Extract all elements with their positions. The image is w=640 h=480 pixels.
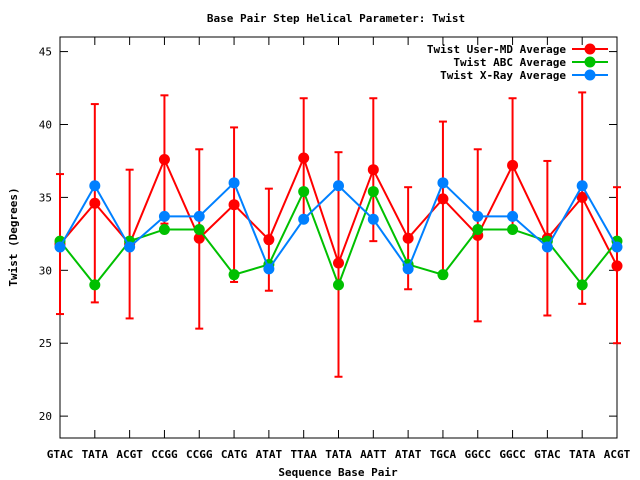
x-tick-label: TTAA [290, 448, 317, 461]
legend-marker [584, 56, 596, 68]
data-point [576, 180, 588, 192]
legend-marker [584, 69, 596, 81]
data-point [54, 241, 66, 253]
x-tick-label: AATT [360, 448, 387, 461]
y-tick-label: 35 [39, 191, 52, 204]
data-point [437, 177, 449, 189]
data-point [228, 177, 240, 189]
y-axis: 20 25 30 35 40 45 [39, 46, 617, 423]
series-3 [54, 177, 623, 275]
x-tick-label: GTAC [534, 448, 561, 461]
data-point [437, 269, 449, 281]
data-point [402, 232, 414, 244]
x-tick-label: ATAT [256, 448, 283, 461]
data-point [367, 164, 379, 176]
data-point [89, 197, 101, 209]
data-point [158, 153, 170, 165]
data-point [576, 279, 588, 291]
data-point [507, 159, 519, 171]
data-point [298, 186, 310, 198]
data-point [611, 260, 623, 272]
data-point [541, 241, 553, 253]
data-point [507, 210, 519, 222]
data-point [298, 213, 310, 225]
data-point [263, 234, 275, 246]
data-point [437, 193, 449, 205]
series-1 [54, 91, 623, 378]
data-point [333, 257, 344, 269]
data-point [576, 191, 588, 203]
data-point [193, 210, 205, 222]
chart-title: Base Pair Step Helical Parameter: Twist [207, 12, 465, 25]
x-tick-label: GGCC [499, 448, 526, 461]
data-point [89, 180, 101, 192]
x-tick-label: TATA [325, 448, 352, 461]
x-tick-label: TGCA [430, 448, 457, 461]
data-point [263, 263, 275, 275]
x-tick-label: TATA [82, 448, 109, 461]
y-axis-label: Twist (Degrees) [7, 187, 20, 286]
data-point [472, 223, 484, 235]
x-tick-label: TATA [569, 448, 596, 461]
x-tick-label: ACGT [116, 448, 143, 461]
data-point [507, 223, 519, 235]
data-point [402, 263, 414, 275]
x-axis-label: Sequence Base Pair [278, 466, 398, 479]
data-point [158, 210, 170, 222]
legend-label: Twist ABC Average [453, 56, 566, 69]
data-point [367, 186, 379, 198]
x-tick-label: GGCC [465, 448, 492, 461]
data-point [472, 210, 484, 222]
y-tick-label: 20 [39, 410, 52, 423]
y-tick-label: 25 [39, 337, 52, 350]
data-point [611, 241, 623, 253]
x-tick-label: ACGT [604, 448, 631, 461]
data-point [89, 279, 101, 291]
legend-marker [584, 43, 596, 55]
x-tick-label: ATAT [395, 448, 422, 461]
data-point [158, 223, 170, 235]
x-axis: GTAC TATA ACGT CCGG CCGG CATG ATAT TTAA TATA AATT… [47, 37, 631, 461]
data-point [298, 152, 310, 164]
x-tick-label: CCGG [151, 448, 178, 461]
y-tick-label: 30 [39, 264, 52, 277]
x-tick-label: CCGG [186, 448, 213, 461]
x-tick-label: GTAC [47, 448, 74, 461]
legend-label: Twist X-Ray Average [440, 69, 566, 82]
data-point [193, 232, 205, 244]
data-point [228, 199, 240, 211]
x-tick-label: CATG [221, 448, 248, 461]
legend-label: Twist User-MD Average [427, 43, 566, 56]
y-tick-label: 45 [39, 46, 52, 59]
y-tick-label: 40 [39, 118, 52, 131]
data-point [333, 180, 344, 192]
data-point [333, 279, 344, 291]
data-point [193, 223, 205, 235]
data-point [367, 213, 379, 225]
series-group [54, 91, 623, 378]
data-point [228, 269, 240, 281]
data-point [124, 241, 136, 253]
